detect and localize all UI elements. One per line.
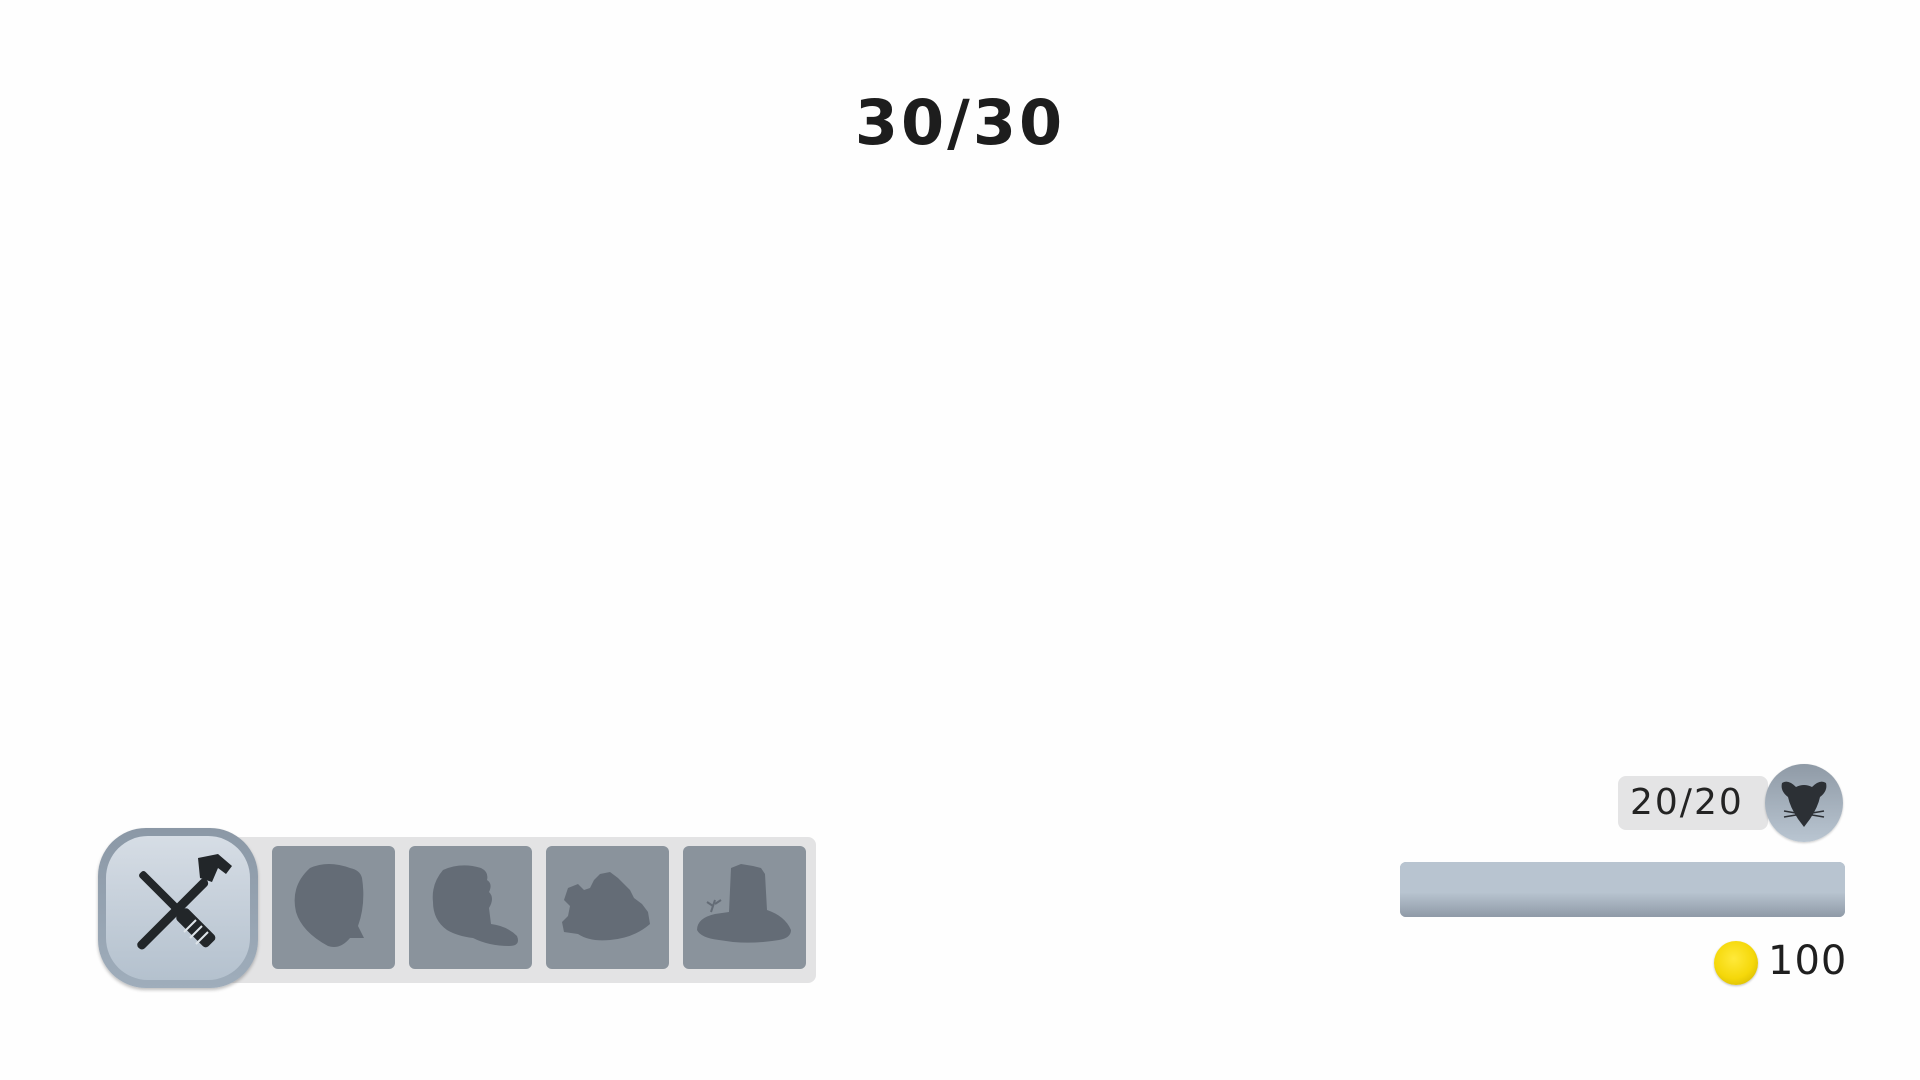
build-slot-stump[interactable]: [409, 846, 532, 969]
build-slot-pillar[interactable]: [683, 846, 806, 969]
progress-fill: [1400, 862, 1845, 917]
coin-counter: 100: [1768, 938, 1848, 984]
progress-bar: [1400, 862, 1845, 917]
tools-button[interactable]: [98, 828, 258, 988]
hammer-screwdriver-icon: [137, 854, 232, 950]
build-menu: [98, 828, 818, 990]
rat-badge: [1765, 764, 1843, 842]
tree-stump-silhouette-icon: [432, 865, 518, 946]
rat-counter-panel: [1618, 776, 1768, 830]
bush-silhouette-icon: [294, 864, 364, 947]
shrub-cluster-silhouette-icon: [562, 872, 650, 941]
build-slot-shrubs[interactable]: [546, 846, 669, 969]
rat-head-icon: [1781, 781, 1827, 827]
build-slot-bush[interactable]: [272, 846, 395, 969]
coin-icon: [1714, 941, 1758, 985]
pillar-mound-silhouette-icon: [697, 864, 791, 943]
rat-counter: 20/20: [1630, 782, 1744, 823]
wave-counter: 30/30: [854, 86, 1066, 159]
